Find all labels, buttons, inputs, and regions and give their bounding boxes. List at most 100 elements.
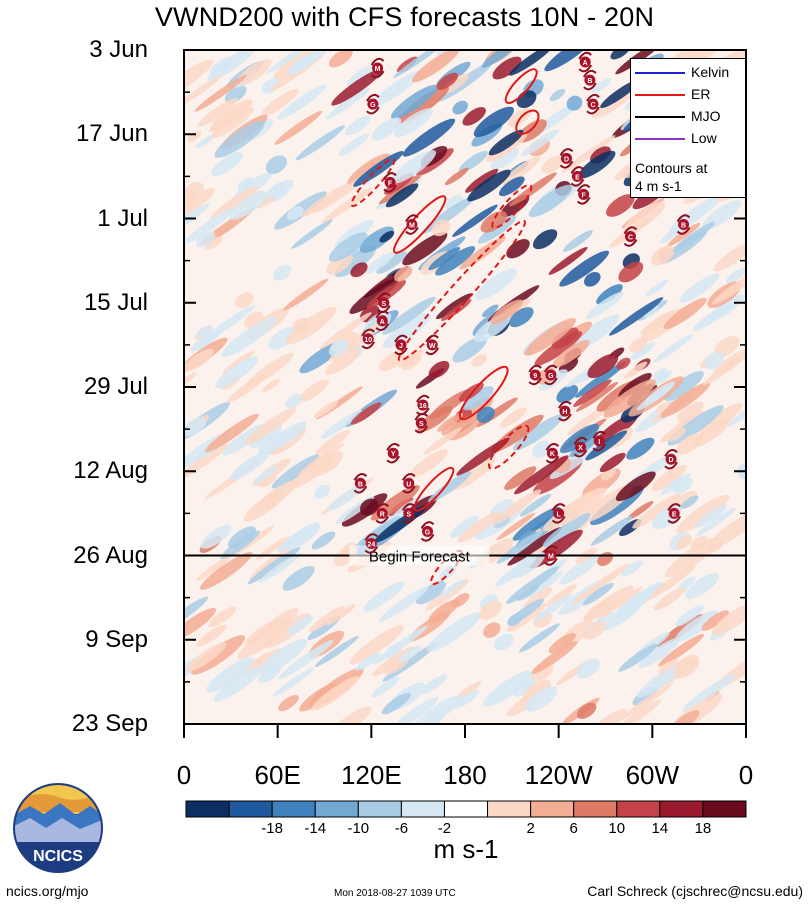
- heatmap-cell: [184, 203, 210, 232]
- heatmap-cell: [278, 639, 334, 680]
- heatmap-cell: [334, 246, 376, 278]
- heatmap-cell: [615, 50, 665, 75]
- er-contour: [515, 109, 540, 135]
- heatmap-cell: [614, 699, 662, 724]
- heatmap-cell: [237, 177, 254, 191]
- legend-swatch-mjo: [635, 116, 685, 118]
- storm-id: D: [669, 457, 674, 464]
- storm-arm: [667, 503, 681, 511]
- heatmap-cell: [360, 498, 379, 516]
- storm-arm: [551, 515, 566, 524]
- heatmap-cell: [390, 150, 437, 184]
- heatmap-cell: [213, 665, 264, 702]
- er-contour: [487, 424, 530, 470]
- legend-label-er: ER: [691, 86, 711, 102]
- forecast-label-bg: [349, 545, 490, 566]
- heatmap-cell: [482, 304, 499, 318]
- heatmap-cell: [319, 312, 372, 349]
- heatmap-cell: [222, 350, 255, 374]
- colorbar-units: m s-1: [433, 834, 499, 864]
- heatmap-cell: [660, 381, 711, 418]
- heatmap-cell: [371, 70, 422, 107]
- colorbar-tick-label: 6: [569, 820, 578, 837]
- heatmap-cell: [552, 339, 590, 368]
- heatmap-cell: [462, 107, 486, 126]
- heatmap-cell: [235, 292, 254, 309]
- heatmap-cell: [597, 586, 643, 619]
- heatmap-cell: [390, 84, 438, 120]
- storm-arm: [545, 455, 560, 464]
- storm-marker: 16: [415, 394, 430, 416]
- storm-dot: [560, 152, 572, 164]
- heatmap-cell: [456, 437, 510, 476]
- legend: Kelvin ER MJO Low Contours at 4 m s-1: [630, 58, 746, 198]
- heatmap-cell: [287, 205, 304, 221]
- heatmap-cell: [606, 194, 635, 217]
- heatmap-cell: [278, 694, 299, 712]
- heatmap-cell: [299, 379, 329, 402]
- storm-arm: [375, 503, 389, 511]
- storm-dot: [584, 74, 596, 86]
- heatmap-cell: [695, 504, 728, 528]
- storm-arm: [667, 515, 682, 524]
- storm-arm: [386, 455, 401, 464]
- storm-dot: [559, 405, 571, 417]
- heatmap-cell: [490, 299, 523, 325]
- storm-id: S: [381, 301, 386, 308]
- storm-marker: D: [559, 148, 574, 169]
- heatmap-cell: [644, 279, 669, 297]
- heatmap-cell: [520, 128, 560, 157]
- storm-dot: [376, 507, 388, 519]
- storm-id: E: [672, 511, 677, 518]
- storm-dot: [553, 507, 565, 519]
- heatmap-cell: [629, 337, 648, 353]
- x-tick-label: 60W: [625, 760, 680, 790]
- storm-dot: [668, 507, 680, 519]
- heatmap-cell: [321, 409, 362, 440]
- heatmap-cell: [454, 690, 479, 709]
- storm-id: K: [550, 451, 555, 458]
- storm-arm: [664, 461, 678, 470]
- heatmap-cell: [631, 342, 655, 360]
- colorbar-swatch: [443, 800, 489, 818]
- storm-arm: [370, 70, 385, 79]
- storm-marker: S: [376, 292, 391, 313]
- heatmap-cell: [371, 676, 400, 698]
- legend-note-line2: 4 m s-1: [635, 178, 682, 194]
- heatmap-cell: [548, 632, 576, 654]
- storm-arm: [420, 521, 435, 529]
- heatmap-cell: [658, 633, 705, 667]
- heatmap-cell: [274, 110, 323, 145]
- heatmap-cell: [328, 232, 368, 262]
- heatmap-cell: [475, 268, 518, 300]
- storm-arm: [370, 57, 385, 66]
- storm-marker: U: [401, 473, 416, 494]
- heatmap-cell: [396, 56, 418, 73]
- heatmap-cell: [196, 624, 227, 647]
- storm-arm: [592, 430, 606, 439]
- storm-marker: Y: [386, 442, 401, 464]
- heatmap-cell: [679, 273, 720, 303]
- heatmap-cell: [338, 133, 370, 157]
- heatmap-cell: [229, 191, 268, 220]
- heatmap-cell: [452, 204, 498, 237]
- heatmap-cell: [184, 59, 214, 97]
- heatmap-cell: [350, 262, 368, 278]
- heatmap-cell: [195, 324, 213, 338]
- heatmap-cell: [321, 187, 372, 224]
- heatmap-cell: [401, 354, 422, 370]
- storm-arm: [573, 449, 588, 458]
- heatmap-cell: [676, 494, 730, 534]
- heatmap-cell: [349, 278, 399, 314]
- storm-dot: [354, 477, 366, 489]
- heatmap-cell: [328, 50, 353, 68]
- colorbar: [185, 800, 747, 818]
- heatmap-cell: [548, 246, 588, 275]
- heatmap-cell: [492, 489, 542, 525]
- storm-marker: D: [664, 448, 678, 470]
- legend-swatch-er: [635, 94, 685, 96]
- storm-id: F: [582, 192, 587, 199]
- y-tick-label: 23 Sep: [71, 710, 148, 737]
- heatmap-cell: [458, 150, 488, 173]
- storm-marker: 9: [528, 364, 543, 386]
